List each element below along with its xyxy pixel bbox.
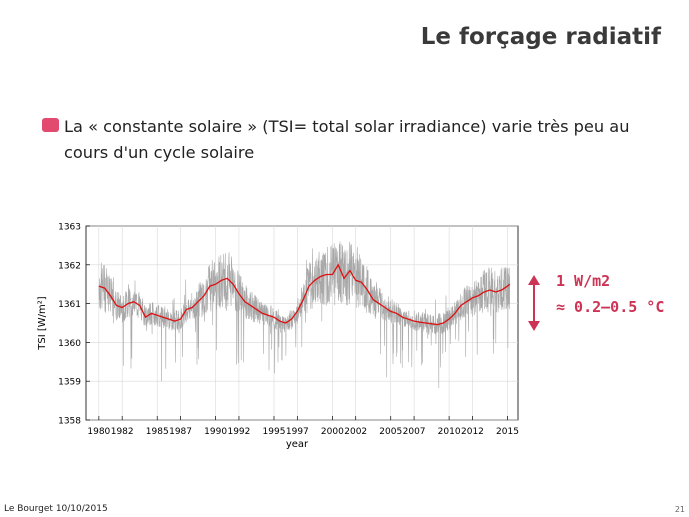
x-tick-label: 2012 bbox=[461, 427, 484, 437]
x-axis-label: year bbox=[286, 439, 309, 450]
y-tick-label: 1358 bbox=[58, 417, 81, 427]
x-tick-label: 2010 bbox=[438, 427, 461, 437]
x-tick-label: 2015 bbox=[496, 427, 519, 437]
footer-event: Le Bourget 10/10/2015 bbox=[4, 504, 108, 514]
series-smoothed-line bbox=[98, 263, 511, 326]
bullet-marker bbox=[42, 118, 59, 132]
series-layer bbox=[98, 241, 511, 388]
x-tick-label: 1985 bbox=[146, 427, 169, 437]
x-tick-label: 1992 bbox=[227, 427, 250, 437]
x-tick-label: 2000 bbox=[321, 427, 344, 437]
x-tick-label: 2005 bbox=[379, 427, 402, 437]
y-axis-label: TSI [W/m²] bbox=[37, 296, 48, 350]
y-tick-label: 1362 bbox=[58, 261, 81, 271]
x-tick-label: 2002 bbox=[344, 427, 367, 437]
annotation-line1: 1 W/m2 bbox=[556, 272, 611, 290]
x-tick-label: 1995 bbox=[263, 427, 286, 437]
x-tick-label: 1987 bbox=[169, 427, 192, 437]
forcing-annotation: 1 W/m2 ≈ 0.2–0.5 °C bbox=[530, 272, 664, 316]
bullet-text: La « constante solaire » (TSI= total sol… bbox=[64, 117, 630, 162]
x-tick-label: 1980 bbox=[87, 427, 110, 437]
tsi-chart: 1980 1982 1985 1987 1990 1992 1995 1997 2000 2002… bbox=[37, 223, 519, 451]
slide-title: Le forçage radiatif bbox=[420, 24, 661, 50]
y-tick-label: 1363 bbox=[58, 223, 81, 233]
bullet-item: La « constante solaire » (TSI= total sol… bbox=[42, 114, 662, 166]
y-tick-label: 1360 bbox=[58, 339, 81, 349]
annotation-line2: ≈ 0.2–0.5 °C bbox=[556, 298, 665, 316]
grid-layer bbox=[86, 225, 518, 421]
range-arrow-icon bbox=[528, 275, 540, 331]
x-tick-label: 1982 bbox=[111, 427, 134, 437]
x-tick-layer: 1980 1982 1985 1987 1990 1992 1995 1997 2000 2002… bbox=[87, 416, 519, 437]
y-tick-layer: 1358 1359 1360 1361 1362 1363 bbox=[58, 223, 90, 427]
y-tick-label: 1359 bbox=[58, 378, 81, 388]
page-number: 21 bbox=[674, 505, 685, 514]
x-tick-label: 2007 bbox=[403, 427, 426, 437]
y-tick-label: 1361 bbox=[58, 300, 81, 310]
x-tick-label: 1990 bbox=[204, 427, 227, 437]
x-tick-label: 1997 bbox=[286, 427, 309, 437]
